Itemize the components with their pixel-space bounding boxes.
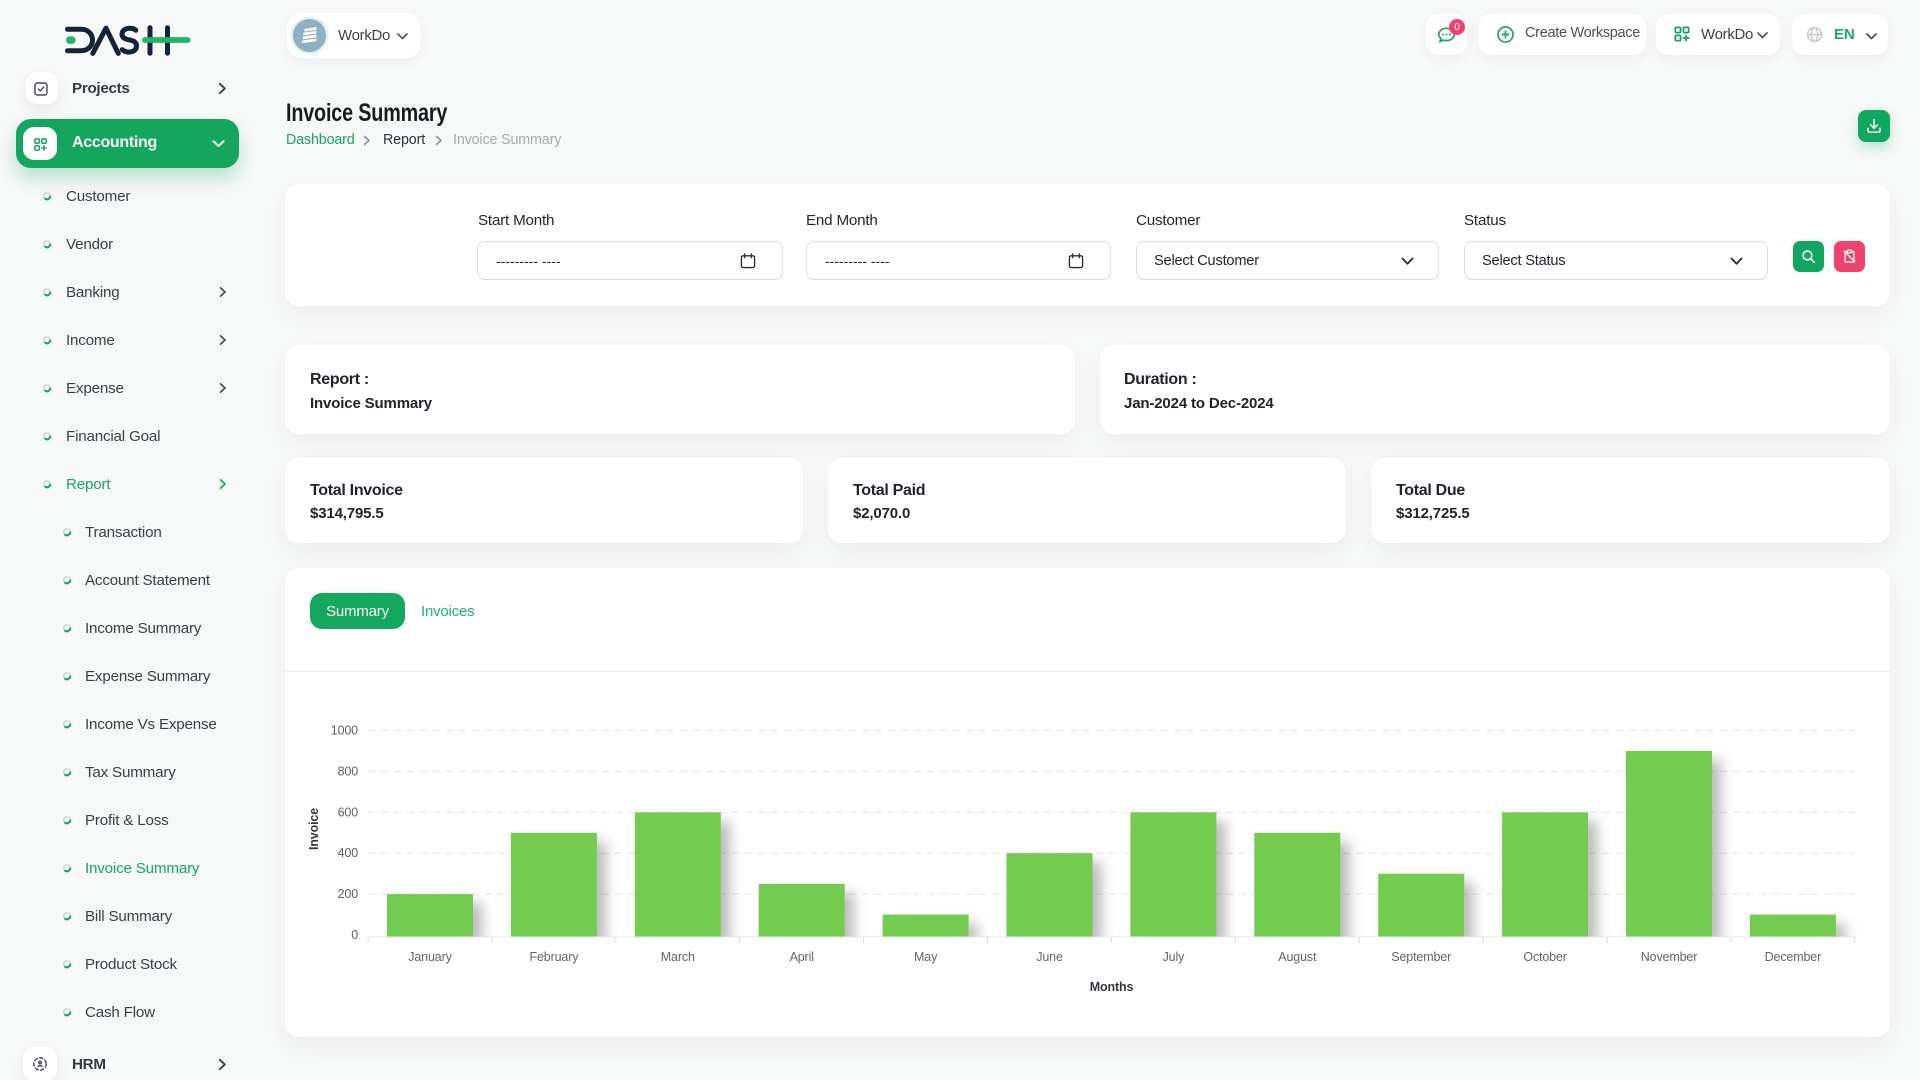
svg-text:July: July	[1163, 950, 1186, 964]
svg-text:800: 800	[338, 764, 359, 778]
svg-text:November: November	[1641, 950, 1697, 964]
svg-text:February: February	[529, 950, 579, 964]
svg-text:January: January	[408, 950, 452, 964]
svg-text:December: December	[1765, 950, 1821, 964]
svg-text:August: August	[1278, 950, 1317, 964]
svg-text:October: October	[1523, 950, 1566, 964]
svg-text:March: March	[661, 950, 695, 964]
svg-text:600: 600	[338, 805, 359, 819]
svg-text:Invoice: Invoice	[307, 808, 321, 850]
svg-text:0: 0	[351, 928, 358, 942]
svg-text:May: May	[914, 950, 938, 964]
svg-text:200: 200	[338, 887, 359, 901]
svg-text:June: June	[1036, 950, 1063, 964]
svg-text:Months: Months	[1090, 980, 1134, 994]
svg-text:September: September	[1391, 950, 1451, 964]
svg-text:April: April	[790, 950, 814, 964]
svg-text:1000: 1000	[331, 724, 358, 738]
svg-text:400: 400	[338, 846, 359, 860]
